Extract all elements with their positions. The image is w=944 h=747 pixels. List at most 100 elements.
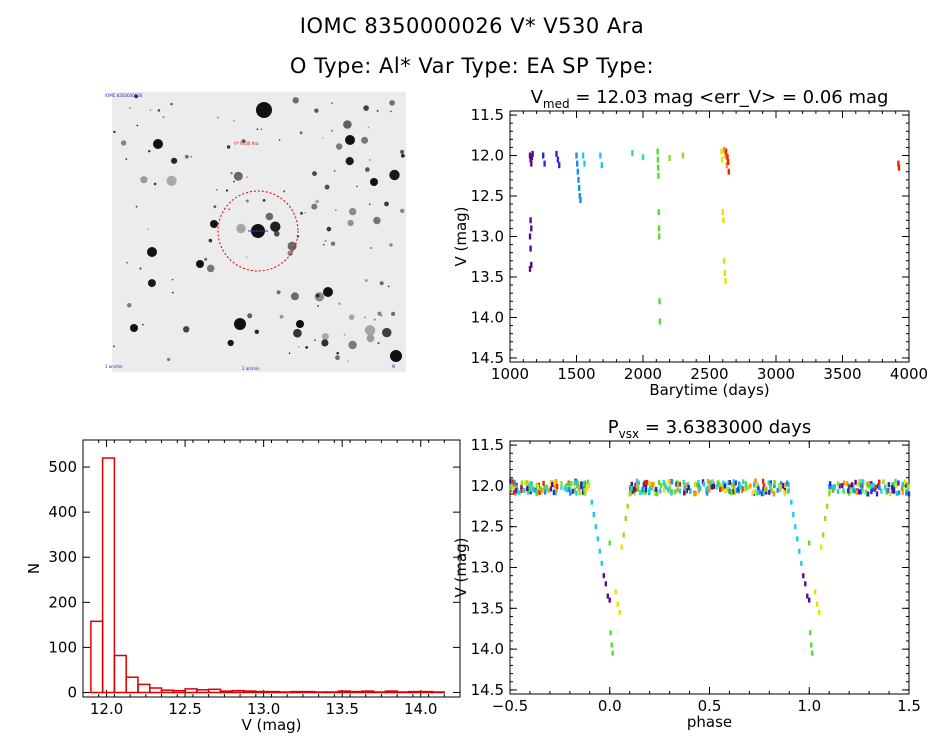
hist-bar [196,689,210,694]
star [245,199,249,203]
phase-eclipse-point [598,548,601,554]
phase-point [683,485,686,491]
phase-point [654,486,658,492]
y-tick-label: 13.0 [471,559,504,577]
phase-point [870,483,873,489]
phase-point [895,482,898,488]
phase-point [842,480,846,486]
lc-point [528,265,532,272]
phase-point [891,485,894,490]
phase-point [726,486,729,492]
phase-point [653,488,656,494]
phase-point [743,487,746,493]
phase-point [706,478,710,484]
phase-eclipse-point [594,524,597,530]
phase-point [693,482,697,488]
lc-point [558,162,561,169]
star [292,97,299,104]
phase-eclipse-point [602,573,605,579]
phase-point [755,482,758,488]
phase-point [674,489,677,495]
phase-point [848,484,851,490]
bright-star [130,324,138,332]
star [245,256,248,259]
phase-point [874,484,877,490]
phase-point [582,482,585,488]
star [330,241,336,246]
phase-point [740,488,744,493]
phase-point [629,486,632,492]
lc-point [897,160,900,167]
phase-eclipse-point [620,544,623,550]
phase-point [663,482,667,488]
phase-point [781,482,785,488]
star [377,311,382,316]
star [330,102,333,104]
lc-point [579,197,582,204]
phase-point [762,486,765,492]
phase-point [901,489,904,495]
bright-star [390,350,402,362]
phase-point [733,489,736,495]
phase-point [638,490,642,495]
star [230,172,233,175]
phase-point [761,478,765,484]
y-tick-label: 14.0 [471,308,504,326]
star [254,329,259,334]
star [162,116,165,119]
star [364,279,368,282]
phase-point [772,491,776,496]
phase-point [887,482,890,488]
phase-eclipse-point [626,503,629,509]
phase-point [659,483,663,488]
phase-point [734,480,737,486]
star [125,158,128,160]
phase-point [685,488,688,494]
lc-point [723,269,726,276]
phase-point [742,479,745,485]
lc-point [600,162,603,169]
star [293,328,302,338]
hist-bar [90,620,104,694]
phase-point [767,480,770,486]
lc-point [724,148,728,155]
phase-point [875,491,879,497]
phase-point [902,481,905,487]
bright-star [147,247,157,257]
y-tick-label: 12.5 [471,187,504,205]
y-tick-label: 12.5 [471,518,504,536]
phase-point [763,487,767,492]
star [170,102,173,106]
axes-frame [82,439,461,698]
phase-point [509,485,512,491]
star [228,208,230,211]
phase-point [886,488,889,494]
phase-point [572,481,575,487]
star [336,351,339,355]
star [345,157,354,166]
phase-point [584,490,587,496]
phase-point [880,488,883,494]
phase-point [905,490,908,496]
phase-point [533,487,536,493]
phase-point [571,488,575,494]
x-tick-label: 2000 [624,365,662,383]
y-tick-label: 14.0 [471,640,504,658]
x-axis-label: V (mag) [241,716,301,734]
phase-point [526,489,530,495]
phase-point [581,489,585,495]
star [147,279,156,288]
phase-point [769,483,772,489]
phase-point [699,486,702,491]
lc-point [720,148,723,155]
phase-point [526,483,530,488]
lc-point [724,152,727,159]
y-axis-label: V (mag) [452,206,470,266]
lc-point [657,164,660,171]
phase-point [520,480,524,486]
x-tick-label: 13.0 [247,700,280,718]
phase-point [723,483,726,489]
star [304,211,307,214]
phase-point [648,481,651,486]
